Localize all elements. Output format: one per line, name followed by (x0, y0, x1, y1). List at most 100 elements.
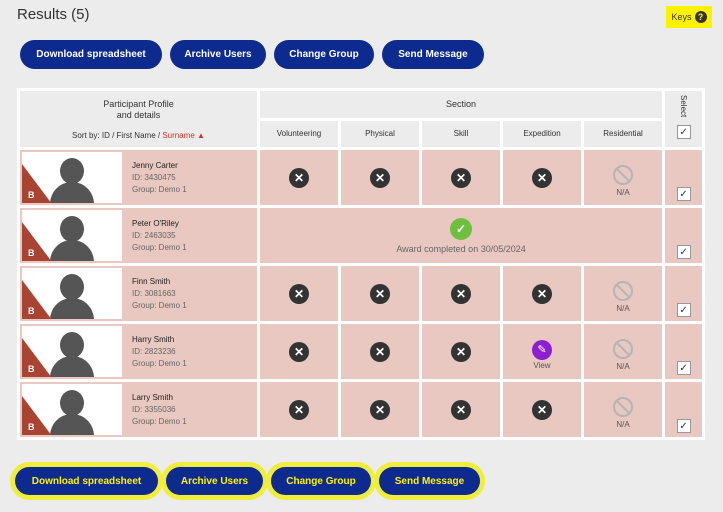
sort-by-id[interactable]: ID (101, 131, 110, 140)
level-badge (22, 222, 52, 261)
close-circle-icon: ✕ (289, 167, 309, 188)
participant-id: ID: 3081663 (132, 289, 176, 298)
row-checkbox[interactable]: ✓ (676, 303, 691, 317)
close-circle-icon: ✕ (289, 283, 309, 304)
help-icon: ? (694, 11, 707, 23)
section-cell-expedition-edit[interactable]: ✎ View (503, 324, 581, 379)
sort-separator: / (155, 131, 163, 140)
participant-profile[interactable]: B Larry Smith ID: 3355036 Group: Demo 1 (20, 382, 257, 437)
top-actions: Download spreadsheet Archive Users Chang… (20, 40, 484, 69)
section-cell[interactable]: ✕ (422, 266, 500, 321)
section-cell[interactable]: ✕ (503, 382, 581, 437)
section-cell[interactable]: ✕ (503, 150, 581, 205)
send-message-button[interactable]: Send Message (382, 40, 484, 69)
section-cell[interactable]: ✕ (260, 324, 338, 379)
keys-label: Keys (671, 12, 692, 22)
select-header-label: Select (679, 95, 689, 118)
checkmark-icon: ✓ (679, 420, 688, 432)
award-completed-text: Award completed on 30/05/2024 (396, 243, 526, 254)
close-circle-icon: ✕ (532, 167, 552, 188)
participant-name: Peter O'Riley (132, 219, 179, 228)
level-badge-letter: B (28, 364, 35, 374)
table-row: B Finn Smith ID: 3081663 Group: Demo 1 ✕ ✕… (20, 266, 703, 321)
participant-id: ID: 3430475 (132, 173, 176, 182)
profile-header: Participant Profile and details Sort by:… (20, 91, 257, 147)
section-cell: N/A (584, 150, 663, 205)
row-checkbox[interactable]: ✓ (676, 245, 691, 259)
select-cell: ✓ (665, 150, 703, 205)
level-badge-letter: B (28, 248, 35, 258)
change-group-button[interactable]: Change Group (274, 40, 374, 69)
section-header: Section (260, 91, 663, 118)
download-spreadsheet-button-bottom[interactable]: Download spreadsheet (15, 467, 158, 495)
section-cell[interactable]: ✕ (341, 266, 419, 321)
section-cell: N/A (584, 382, 663, 437)
close-circle-icon: ✕ (370, 399, 390, 420)
section-cell[interactable]: ✕ (422, 150, 500, 205)
close-circle-icon: ✕ (532, 283, 552, 304)
not-applicable-icon (613, 280, 634, 301)
close-circle-icon: ✕ (289, 399, 309, 420)
column-header-physical: Physical (341, 120, 419, 147)
archive-users-button-bottom[interactable]: Archive Users (166, 467, 263, 495)
na-label: N/A (616, 361, 630, 371)
section-cell[interactable]: ✕ (260, 266, 338, 321)
row-checkbox[interactable]: ✓ (676, 361, 691, 375)
select-header: Select ✓ (665, 91, 703, 147)
participant-profile[interactable]: B Finn Smith ID: 3081663 Group: Demo 1 (20, 266, 257, 321)
participant-group: Group: Demo 1 (132, 243, 187, 252)
na-label: N/A (616, 419, 630, 429)
level-badge (22, 164, 52, 203)
sort-by-surname[interactable]: Surname ▲ (162, 131, 205, 140)
participant-name: Harry Smith (132, 335, 175, 344)
section-cell[interactable]: ✕ (260, 150, 338, 205)
section-cell[interactable]: ✕ (341, 382, 419, 437)
archive-users-button[interactable]: Archive Users (170, 40, 266, 69)
participant-profile[interactable]: B Harry Smith ID: 2823236 Group: Demo 1 (20, 324, 257, 379)
level-badge-letter: B (28, 190, 35, 200)
checkmark-icon: ✓ (679, 246, 688, 258)
section-cell: N/A (584, 266, 663, 321)
checkmark-icon: ✓ (679, 362, 688, 374)
table-row: B Peter O'Riley ID: 2463035 Group: Demo 1 … (20, 208, 703, 263)
results-table: Participant Profile and details Sort by:… (17, 88, 706, 440)
section-cell[interactable]: ✕ (503, 266, 581, 321)
level-badge-letter: B (28, 306, 35, 316)
section-cell[interactable]: ✕ (422, 324, 500, 379)
download-spreadsheet-button[interactable]: Download spreadsheet (20, 40, 162, 69)
view-link[interactable]: View (533, 360, 551, 370)
checkmark-icon: ✓ (679, 188, 688, 200)
send-message-button-bottom[interactable]: Send Message (379, 467, 480, 495)
na-label: N/A (616, 303, 630, 313)
participant-profile[interactable]: B Peter O'Riley ID: 2463035 Group: Demo 1 (20, 208, 257, 263)
change-group-button-bottom[interactable]: Change Group (271, 467, 371, 495)
checkmark-icon: ✓ (679, 304, 688, 316)
close-circle-icon: ✕ (451, 399, 471, 420)
close-circle-icon: ✕ (451, 167, 471, 188)
row-checkbox[interactable]: ✓ (676, 187, 691, 201)
not-applicable-icon (613, 396, 634, 417)
close-circle-icon: ✕ (370, 167, 390, 188)
section-cell[interactable]: ✕ (422, 382, 500, 437)
keys-button[interactable]: Keys ? (666, 6, 712, 28)
participant-group: Group: Demo 1 (132, 301, 187, 310)
section-cell[interactable]: ✕ (341, 324, 419, 379)
na-label: N/A (616, 187, 630, 197)
profile-header-line1: Participant Profile (103, 99, 174, 109)
section-cell[interactable]: ✕ (260, 382, 338, 437)
sort-by-first-name[interactable]: First Name (116, 131, 156, 140)
select-cell: ✓ (665, 382, 703, 437)
close-circle-icon: ✕ (289, 341, 309, 362)
select-all-checkbox[interactable]: ✓ (676, 125, 691, 140)
participant-id: ID: 2823236 (132, 347, 176, 356)
section-cell[interactable]: ✕ (341, 150, 419, 205)
pencil-icon[interactable]: ✎ (532, 339, 552, 360)
participant-profile[interactable]: B Jenny Carter ID: 3430475 Group: Demo 1 (20, 150, 257, 205)
award-completed-cell: ✓ Award completed on 30/05/2024 (260, 208, 663, 263)
avatar: B (22, 268, 122, 319)
select-cell: ✓ (665, 324, 703, 379)
select-cell: ✓ (665, 208, 703, 263)
avatar: B (22, 326, 122, 377)
avatar: B (22, 152, 122, 203)
row-checkbox[interactable]: ✓ (676, 419, 691, 433)
